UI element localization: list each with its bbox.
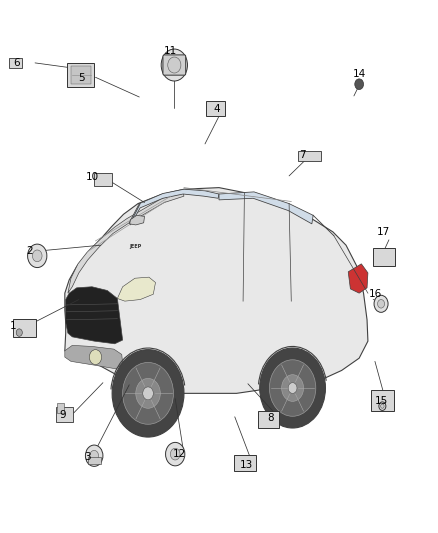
- Circle shape: [143, 387, 153, 400]
- Text: 6: 6: [13, 58, 20, 68]
- Circle shape: [282, 375, 304, 401]
- Circle shape: [269, 360, 316, 416]
- Circle shape: [288, 383, 297, 393]
- FancyBboxPatch shape: [9, 58, 22, 68]
- Polygon shape: [129, 189, 219, 225]
- Circle shape: [90, 450, 99, 461]
- Circle shape: [89, 350, 102, 365]
- Polygon shape: [348, 264, 368, 293]
- Text: 4: 4: [213, 104, 220, 114]
- Text: JEEP: JEEP: [130, 244, 142, 249]
- Polygon shape: [65, 188, 368, 393]
- FancyBboxPatch shape: [298, 151, 321, 161]
- Text: 14: 14: [353, 69, 366, 78]
- Polygon shape: [219, 192, 313, 224]
- Circle shape: [355, 79, 364, 90]
- Bar: [71, 66, 91, 84]
- Text: 11: 11: [163, 46, 177, 55]
- FancyBboxPatch shape: [56, 407, 73, 422]
- Circle shape: [85, 445, 103, 466]
- Text: 16: 16: [369, 289, 382, 299]
- FancyBboxPatch shape: [373, 248, 395, 266]
- FancyBboxPatch shape: [163, 55, 186, 75]
- Polygon shape: [65, 345, 123, 369]
- FancyBboxPatch shape: [94, 173, 112, 186]
- Circle shape: [166, 442, 185, 466]
- Text: 12: 12: [173, 449, 186, 459]
- Polygon shape: [66, 287, 123, 344]
- Circle shape: [168, 57, 181, 73]
- Text: 1: 1: [10, 321, 17, 331]
- FancyBboxPatch shape: [258, 411, 279, 428]
- Text: 17: 17: [377, 227, 390, 237]
- Circle shape: [374, 295, 388, 312]
- Text: 5: 5: [78, 73, 85, 83]
- Circle shape: [379, 402, 386, 410]
- Text: 7: 7: [299, 150, 306, 159]
- Circle shape: [136, 378, 160, 408]
- Circle shape: [16, 329, 22, 336]
- Bar: [57, 403, 64, 413]
- Text: 3: 3: [84, 453, 91, 462]
- Circle shape: [260, 348, 325, 428]
- Circle shape: [28, 244, 47, 268]
- Text: 8: 8: [267, 414, 274, 423]
- Circle shape: [32, 250, 42, 262]
- Circle shape: [161, 49, 187, 81]
- Circle shape: [378, 300, 385, 308]
- FancyBboxPatch shape: [371, 390, 394, 411]
- Text: 13: 13: [240, 460, 253, 470]
- Polygon shape: [130, 215, 145, 225]
- Text: 15: 15: [374, 396, 388, 406]
- Polygon shape: [117, 277, 155, 301]
- Circle shape: [170, 448, 180, 460]
- FancyBboxPatch shape: [206, 101, 225, 116]
- Circle shape: [123, 362, 173, 424]
- Bar: [88, 457, 101, 464]
- FancyBboxPatch shape: [234, 455, 256, 471]
- Text: 2: 2: [26, 246, 33, 255]
- Text: 10: 10: [86, 172, 99, 182]
- FancyBboxPatch shape: [67, 63, 94, 87]
- Circle shape: [112, 350, 184, 437]
- Circle shape: [381, 404, 384, 408]
- Polygon shape: [68, 193, 184, 293]
- Text: 9: 9: [59, 410, 66, 419]
- FancyBboxPatch shape: [13, 319, 36, 337]
